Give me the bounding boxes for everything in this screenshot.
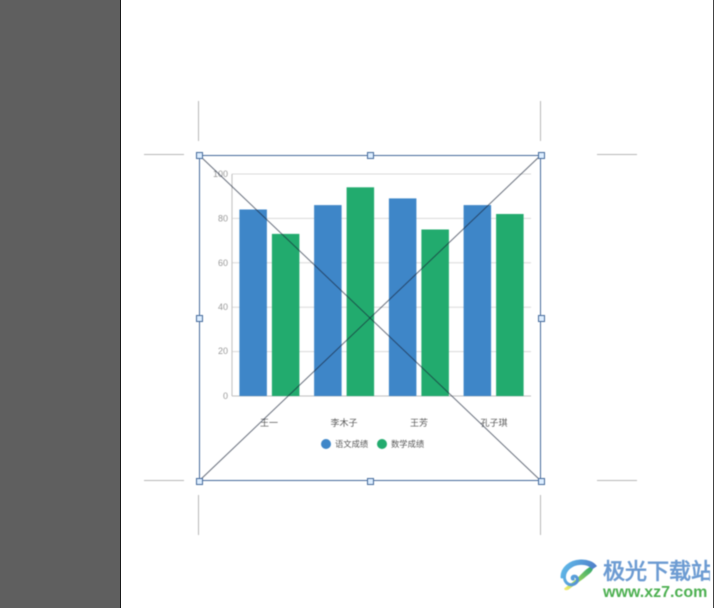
svg-text:www.xz7.com: www.xz7.com xyxy=(602,584,707,601)
svg-text:极光下载站: 极光下载站 xyxy=(603,559,710,584)
